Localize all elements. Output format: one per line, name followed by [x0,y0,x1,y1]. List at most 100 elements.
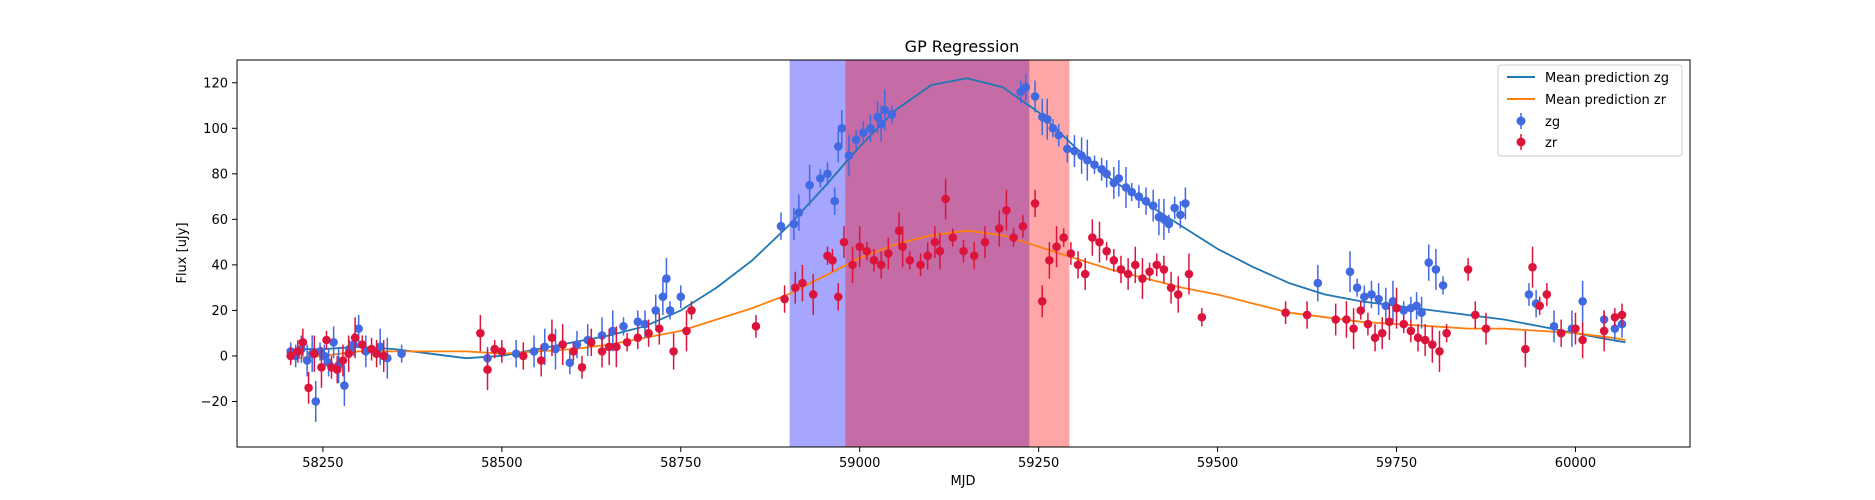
point-zg [340,381,349,390]
point-zr [1413,333,1423,343]
point-zr [1145,267,1154,277]
point-zr [780,294,789,304]
point-zg [1610,324,1620,333]
point-zg [794,208,804,217]
point-zr [923,251,933,261]
point-zr [855,242,865,251]
point-zg [1070,146,1079,156]
point-zr [751,322,761,331]
point-zr [1463,265,1473,274]
point-zr [1066,249,1076,258]
y-tick-label: −20 [201,395,228,410]
point-zr [587,337,596,347]
y-tick-label: 60 [211,213,228,228]
point-zr [1420,335,1430,345]
point-zr [935,246,945,256]
point-zg [511,349,521,358]
point-zr [1059,233,1069,242]
point-zg [565,358,575,368]
point-zg [880,105,890,115]
point-zg [1181,199,1190,208]
point-zg [1042,114,1052,124]
point-zr [833,292,843,302]
point-zr [633,333,643,343]
point-zr [848,260,857,270]
point-zr [1009,233,1018,242]
point-zr [1184,269,1194,279]
y-axis-label: Flux [uJy] [175,222,190,283]
point-zg [816,174,825,183]
point-zr [1349,324,1358,333]
point-zg [1030,92,1040,101]
point-zr [483,365,492,374]
point-zg [1148,201,1158,210]
point-zr [1159,265,1169,274]
point-zr [1342,315,1351,324]
point-zg [1549,322,1559,331]
point-zg [1524,290,1534,299]
point-zr [1470,310,1480,320]
point-zg [833,142,843,151]
point-zr [1370,333,1380,343]
point-zr [338,356,348,365]
point-zr [322,335,331,345]
data-points [286,73,1627,422]
x-tick-label: 58750 [660,456,701,471]
point-zg [851,135,861,144]
x-axis-ticks: 58250 58500 58750 59000 59250 59500 59750 60000 [302,447,1596,471]
point-zr [948,233,958,242]
point-zr [612,342,621,352]
point-zr [357,340,367,349]
point-zr [558,340,567,349]
point-zr [1138,274,1147,283]
point-zg [665,306,675,315]
point-zr [1617,310,1627,320]
point-zr [876,260,886,270]
point-zg [837,123,847,133]
point-zr [905,256,915,265]
point-zr [350,333,360,343]
point-zr [644,328,653,338]
point-zg [823,169,832,179]
point-zr [1481,324,1491,333]
y-tick-label: 40 [211,258,228,273]
point-zr [1018,221,1028,231]
point-zg [1388,297,1398,306]
point-zr [1030,199,1040,208]
point-zg [651,306,661,315]
point-zg [1399,306,1408,315]
point-zr [1578,335,1587,345]
point-zg [1121,183,1131,192]
x-tick-label: 59750 [1376,456,1417,471]
y-tick-label: 120 [203,76,228,91]
point-zr [310,349,319,358]
point-zg [1077,151,1086,160]
point-zg [830,196,839,206]
point-zr [1385,317,1394,327]
point-zg [551,344,560,354]
point-zr [969,251,979,261]
plot-frame [236,59,1691,448]
point-zg [1352,283,1362,292]
point-zr [1406,326,1416,336]
x-tick-label: 58250 [302,456,343,471]
legend-label-zr: zr [1545,136,1558,151]
point-zr [304,383,313,393]
point-zr [1571,324,1580,333]
point-zg [1090,160,1099,170]
point-zg [572,340,582,349]
point-zg [805,180,814,190]
legend-marker-zr [1516,137,1526,147]
point-zg [1054,130,1063,140]
point-zg [1431,265,1441,274]
legend-label-zr-mean: Mean prediction zr [1545,93,1667,108]
point-zr [379,351,389,361]
point-zg [1127,187,1137,197]
point-zr [1116,265,1126,274]
point-zg [1021,83,1031,92]
legend-label-zg: zg [1545,115,1560,130]
series-zr [286,178,1627,404]
point-zr [1052,242,1061,251]
point-zr [808,290,818,299]
point-zr [1535,301,1544,311]
